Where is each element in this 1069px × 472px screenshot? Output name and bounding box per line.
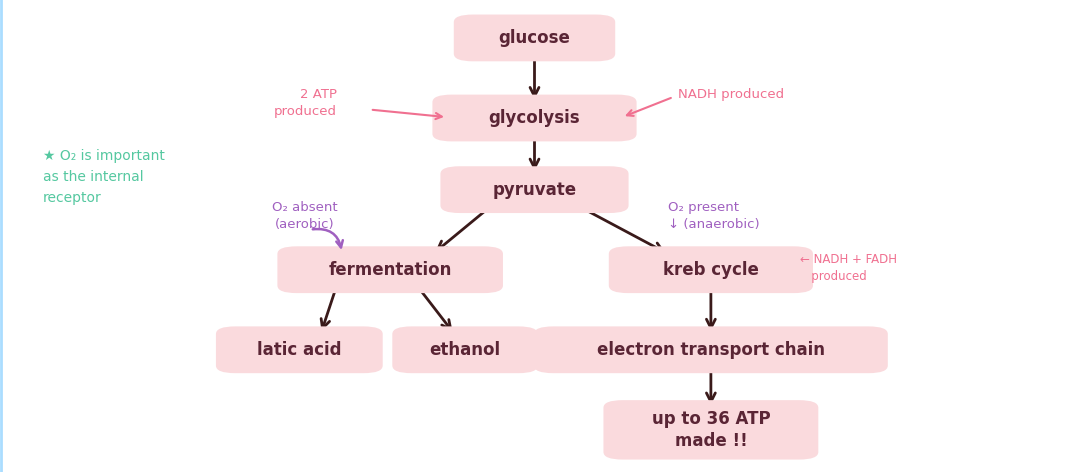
Text: kreb cycle: kreb cycle: [663, 261, 759, 278]
Text: ethanol: ethanol: [430, 341, 500, 359]
FancyBboxPatch shape: [440, 166, 629, 213]
Text: glycolysis: glycolysis: [489, 109, 580, 127]
Text: up to 36 ATP
made !!: up to 36 ATP made !!: [652, 410, 770, 450]
FancyBboxPatch shape: [392, 327, 538, 373]
Text: latic acid: latic acid: [257, 341, 342, 359]
FancyBboxPatch shape: [534, 327, 887, 373]
FancyBboxPatch shape: [432, 94, 636, 142]
FancyBboxPatch shape: [453, 15, 616, 61]
FancyArrowPatch shape: [313, 229, 343, 247]
Text: O₂ present
↓ (anaerobic): O₂ present ↓ (anaerobic): [668, 201, 760, 231]
Text: ← NADH + FADH
   produced: ← NADH + FADH produced: [800, 253, 897, 283]
Text: NADH produced: NADH produced: [678, 88, 784, 101]
Text: pyruvate: pyruvate: [493, 181, 576, 199]
Text: ★ O₂ is important
as the internal
receptor: ★ O₂ is important as the internal recept…: [43, 150, 165, 204]
Text: 2 ATP
produced: 2 ATP produced: [274, 88, 337, 118]
Text: fermentation: fermentation: [328, 261, 452, 278]
Text: glucose: glucose: [498, 29, 571, 47]
Text: O₂ absent
(aerobic): O₂ absent (aerobic): [272, 201, 338, 231]
Text: electron transport chain: electron transport chain: [597, 341, 825, 359]
FancyBboxPatch shape: [609, 246, 812, 293]
FancyBboxPatch shape: [216, 327, 383, 373]
FancyBboxPatch shape: [603, 400, 819, 460]
FancyBboxPatch shape: [277, 246, 502, 293]
